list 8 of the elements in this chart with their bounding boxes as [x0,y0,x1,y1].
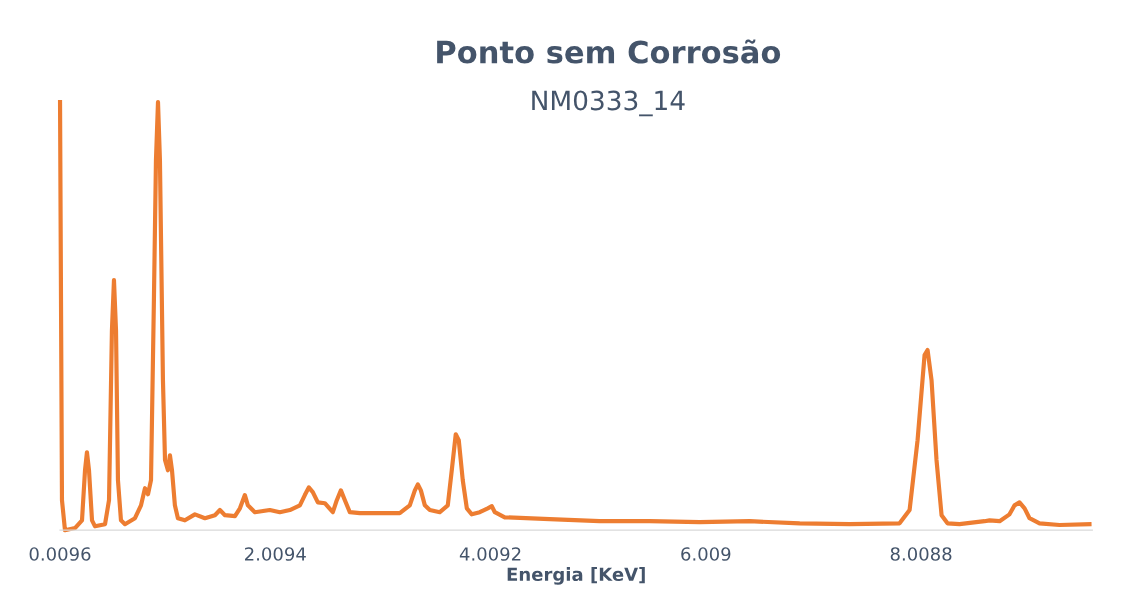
x-tick-label: 0.0096 [29,547,91,561]
x-tick-label: 8.0088 [890,547,952,561]
x-axis-title: Energia [KeV] [507,567,645,585]
x-tick-label: 2.0094 [245,547,306,561]
chart-title: Ponto sem Corrosão [437,39,781,64]
x-tick-label: 4.0092 [459,547,521,561]
chart-subtitle: NM0333_14 [532,90,685,117]
x-tick-label: 6.009 [681,547,731,561]
